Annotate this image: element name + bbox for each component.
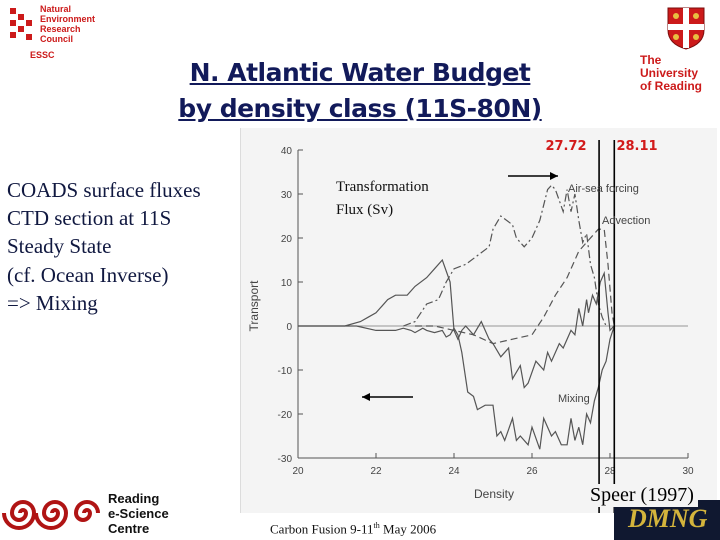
arrow-right-head-icon [550, 172, 558, 180]
y-tick-label: -20 [278, 410, 293, 421]
chart-labels: Transport Density Transformation Flux (S… [247, 139, 658, 501]
left-text-line-2: CTD section at 11S [7, 206, 172, 230]
footer-pre: Carbon Fusion 9-11 [270, 521, 374, 537]
title-line-2: by density class (11S-80N) [178, 94, 542, 123]
nerc-line-2: Environment [40, 14, 96, 24]
title-line-1: N. Atlantic Water Budget [189, 58, 531, 87]
density-mark-28-11: 28.11 [616, 139, 657, 154]
y-tick-label: -30 [278, 454, 293, 465]
x-tick-label: 24 [448, 466, 460, 477]
footer-post: May 2006 [379, 521, 437, 537]
footer-text: Carbon Fusion 9-11th May 2006 [270, 521, 436, 537]
chart-arrows [362, 172, 558, 401]
left-text-line-4: (cf. Ocean Inverse) [7, 263, 169, 287]
y-axis-label: Transport [247, 280, 261, 332]
x-tick-label: 30 [682, 466, 694, 477]
arrow-left-head-icon [362, 393, 370, 401]
density-mark-27-72: 27.72 [545, 139, 586, 154]
x-tick-label: 20 [292, 466, 304, 477]
left-text-line-3: Steady State [7, 234, 112, 258]
reading-line-3: of Reading [640, 79, 702, 93]
nerc-line-4: Council [40, 34, 73, 44]
transformation-label-line-2: Flux (Sv) [336, 202, 393, 218]
transformation-label-line-1: Transformation [336, 179, 429, 195]
chart-panel [240, 128, 717, 513]
y-tick-label: 40 [281, 146, 293, 157]
y-tick-label: 20 [281, 234, 293, 245]
nerc-mark-icon [10, 8, 32, 40]
escience-line-3: Centre [108, 521, 150, 536]
mixing-label: Mixing [558, 393, 590, 405]
series-mixing [298, 325, 615, 450]
speer-credit: Speer (1997) [586, 484, 698, 507]
footer-sup: th [373, 521, 380, 530]
reading-crest-icon [667, 7, 705, 50]
series-advection [415, 228, 615, 345]
air-sea-label: Air-sea forcing [568, 183, 639, 195]
advection-label: Advection [602, 215, 650, 227]
nerc-logo: Natural Environment Research Council ESS… [8, 4, 128, 62]
series-transformation-flux [298, 258, 615, 389]
corner-text: DMNG [628, 504, 708, 533]
reading-line-1: The [640, 53, 662, 67]
nerc-line-3: Research [40, 24, 81, 34]
y-tick-label: 30 [281, 190, 293, 201]
y-tick-label: -10 [278, 366, 293, 377]
x-tick-label: 28 [604, 466, 616, 477]
left-text-line-5: => Mixing [7, 291, 98, 315]
escience-line-1: Reading [108, 491, 160, 506]
x-tick-label: 26 [526, 466, 538, 477]
y-tick-label: 0 [286, 322, 292, 333]
escience-line-2: e-Science [108, 506, 169, 521]
essc-label: ESSC [30, 50, 55, 60]
escience-swirl-icon [2, 500, 100, 530]
reading-line-2: University [640, 66, 699, 80]
y-tick-label: 10 [281, 278, 293, 289]
nerc-line-1: Natural [40, 4, 72, 14]
x-tick-label: 22 [370, 466, 382, 477]
series-air-sea-forcing [403, 184, 607, 327]
x-axis-label: Density [474, 487, 514, 501]
left-text-line-1: COADS surface fluxes [7, 178, 201, 202]
density-lines [598, 140, 616, 513]
chart-series [298, 184, 615, 450]
